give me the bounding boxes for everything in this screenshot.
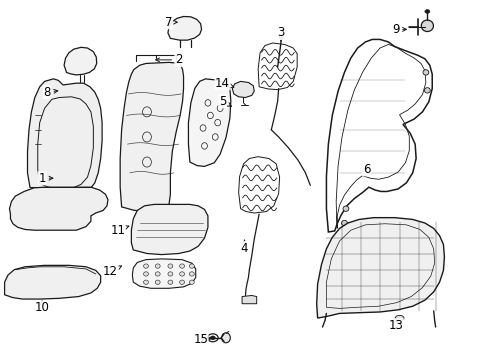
Ellipse shape (420, 20, 432, 32)
Text: 6: 6 (362, 163, 369, 176)
Ellipse shape (341, 220, 346, 226)
Text: 4: 4 (240, 240, 248, 255)
Ellipse shape (167, 264, 172, 268)
Ellipse shape (394, 315, 403, 321)
Ellipse shape (342, 206, 348, 211)
Ellipse shape (179, 264, 184, 268)
Text: 7: 7 (165, 16, 177, 29)
Polygon shape (131, 204, 207, 255)
Text: 9: 9 (391, 23, 406, 36)
Text: 2: 2 (155, 53, 182, 66)
Ellipse shape (143, 280, 148, 284)
Text: 1: 1 (39, 172, 53, 185)
Ellipse shape (424, 87, 429, 93)
Ellipse shape (155, 264, 160, 268)
Text: 3: 3 (277, 27, 284, 41)
Polygon shape (120, 62, 183, 212)
Text: 13: 13 (387, 318, 402, 332)
Polygon shape (167, 17, 201, 40)
Polygon shape (188, 79, 230, 166)
Text: 12: 12 (102, 265, 122, 278)
Ellipse shape (155, 272, 160, 276)
Polygon shape (316, 218, 444, 318)
Text: 5: 5 (219, 95, 231, 108)
Polygon shape (4, 265, 101, 299)
Ellipse shape (189, 280, 194, 284)
Ellipse shape (189, 272, 194, 276)
Ellipse shape (143, 264, 148, 268)
Text: 11: 11 (110, 224, 128, 237)
Text: 8: 8 (43, 86, 58, 99)
Polygon shape (27, 79, 102, 194)
Ellipse shape (167, 272, 172, 276)
Ellipse shape (155, 280, 160, 284)
Polygon shape (242, 296, 256, 304)
Ellipse shape (422, 70, 428, 75)
Polygon shape (9, 187, 108, 230)
Text: 14: 14 (215, 77, 233, 90)
Polygon shape (232, 81, 254, 98)
Ellipse shape (179, 280, 184, 284)
Polygon shape (64, 47, 97, 75)
Ellipse shape (179, 272, 184, 276)
Polygon shape (132, 259, 195, 288)
Ellipse shape (143, 272, 148, 276)
Ellipse shape (167, 280, 172, 284)
Text: 15: 15 (193, 333, 211, 346)
Ellipse shape (189, 264, 194, 268)
Text: 10: 10 (35, 300, 49, 314)
Ellipse shape (210, 336, 215, 339)
Ellipse shape (424, 10, 429, 13)
Ellipse shape (221, 333, 230, 343)
